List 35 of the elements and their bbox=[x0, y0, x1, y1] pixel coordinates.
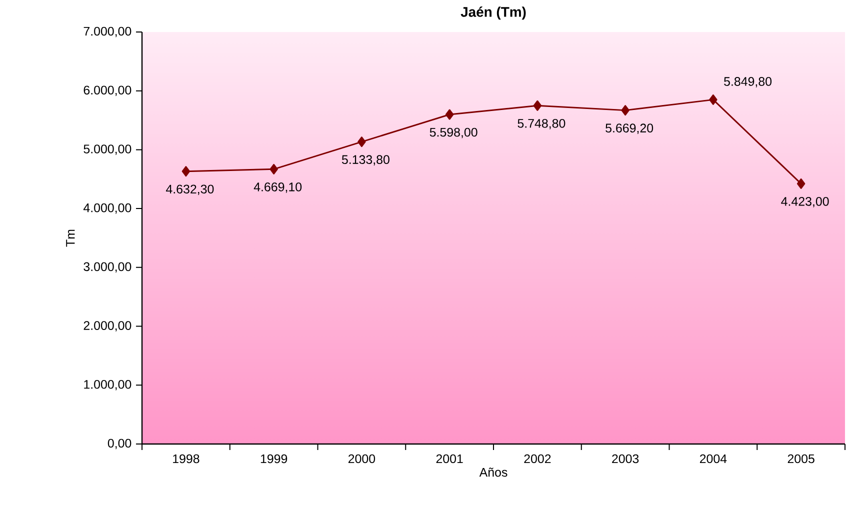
data-label: 4.423,00 bbox=[781, 197, 829, 208]
point bbox=[621, 105, 630, 116]
x-tick-label: 2004 bbox=[700, 454, 727, 464]
x-tick-label: 2003 bbox=[612, 454, 639, 464]
x-axis-title: Años bbox=[479, 468, 508, 477]
y-tick-label: 2.000,00 bbox=[84, 321, 132, 332]
point bbox=[182, 166, 190, 177]
data-label: 5.849,80 bbox=[724, 77, 772, 88]
x-tick-label: 1999 bbox=[260, 454, 288, 464]
y-tick-label: 0,00 bbox=[108, 438, 132, 450]
data-label: 5.748,80 bbox=[518, 118, 566, 130]
point bbox=[358, 136, 366, 148]
data-label: 4.669,10 bbox=[254, 182, 302, 193]
point bbox=[270, 164, 278, 174]
chart-title: Jaén (Tm) bbox=[460, 6, 526, 20]
x-tick-label: 2005 bbox=[788, 454, 814, 464]
x-tick-label: 2001 bbox=[436, 454, 463, 464]
data-label: 5.669,20 bbox=[606, 124, 654, 134]
data-label: 4.632,30 bbox=[166, 184, 214, 195]
y-tick-label: 4.000,00 bbox=[83, 203, 132, 214]
y-tick-label: 1.000,00 bbox=[84, 380, 132, 390]
y-tick-label: 6.000,00 bbox=[84, 86, 132, 96]
y-tick-label: 7.000,00 bbox=[84, 26, 132, 38]
point bbox=[445, 109, 454, 120]
point bbox=[709, 94, 718, 105]
x-tick-label: 2000 bbox=[348, 454, 376, 464]
x-tick-label: 2002 bbox=[524, 454, 551, 464]
data-label: 5.133,80 bbox=[342, 155, 390, 166]
y-axis-title: Tm bbox=[66, 230, 75, 247]
point bbox=[796, 178, 806, 189]
x-tick-label: 1998 bbox=[173, 454, 200, 464]
y-tick-label: 3.000,00 bbox=[84, 262, 132, 273]
point bbox=[533, 100, 542, 111]
y-tick-label: 5.000,00 bbox=[84, 144, 132, 155]
data-label: 5.598,00 bbox=[430, 128, 478, 138]
